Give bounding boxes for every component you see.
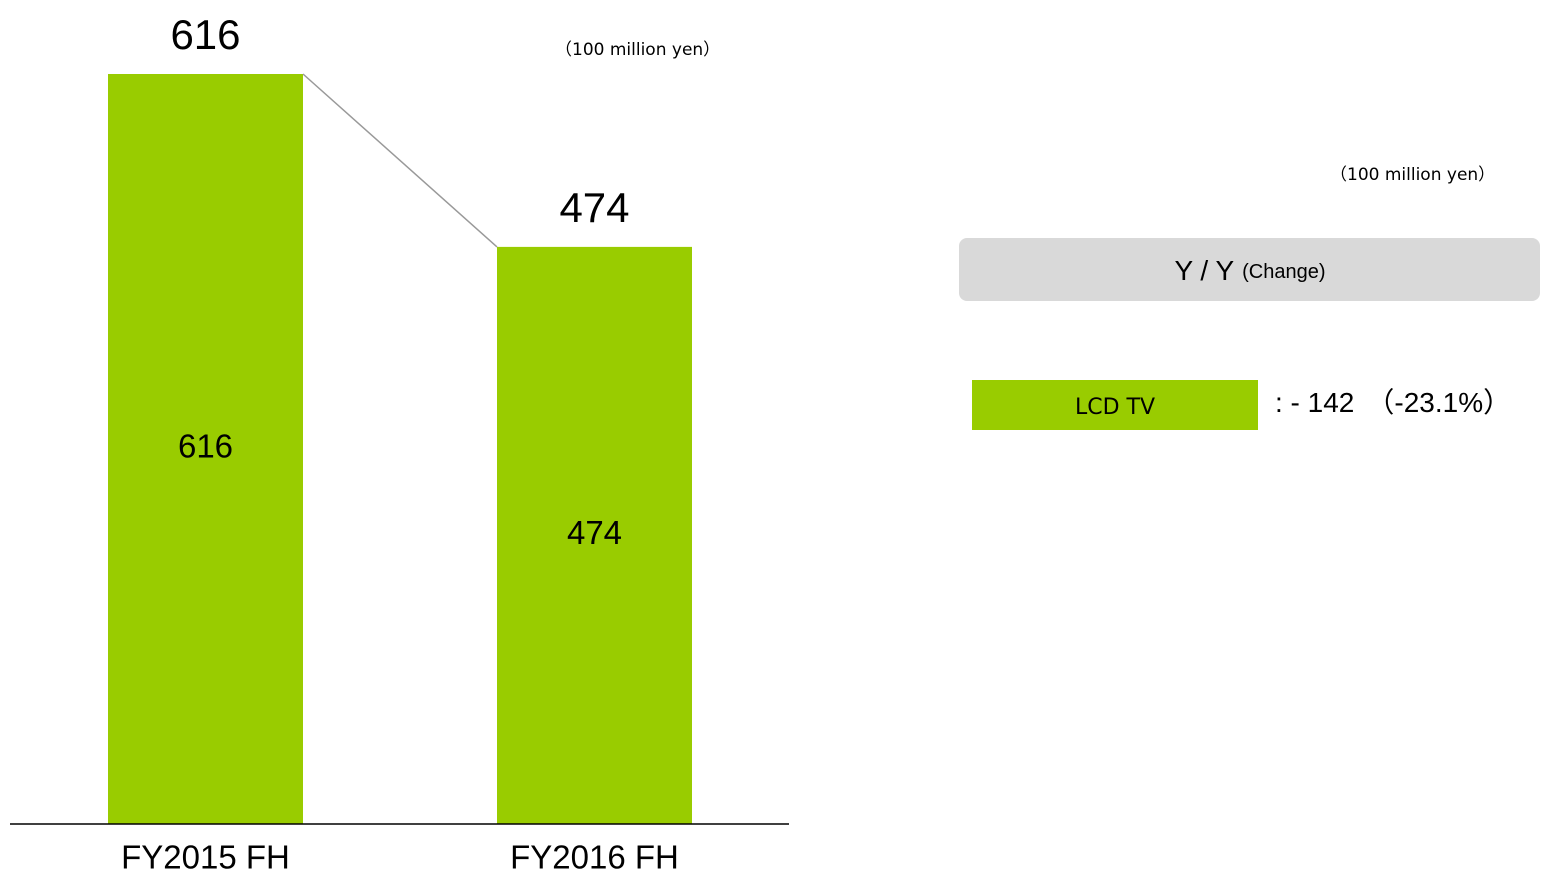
- x-tick-label: FY2015 FH: [121, 839, 290, 876]
- value-label-inside: 616: [178, 428, 233, 465]
- change-percent: （-23.1%）: [1366, 387, 1511, 418]
- header-text: Y / Y: [1174, 255, 1234, 286]
- bar: [497, 246, 692, 824]
- change: : - 142 （-23.1%）: [1275, 387, 1511, 418]
- header-box: [959, 238, 1540, 301]
- x-tick-label: FY2016 FH: [510, 839, 679, 876]
- unit-label: （100 million yen）: [555, 40, 720, 60]
- bar: [108, 74, 303, 824]
- value-label-inside: 474: [567, 514, 622, 551]
- connector-line: [302, 73, 498, 248]
- legend-swatch: [972, 380, 1258, 430]
- change-value: : - 142: [1275, 387, 1354, 418]
- legend-label: LCD TV: [1075, 395, 1155, 420]
- header: Y / Y (Change): [1174, 255, 1325, 286]
- header-note: (Change): [1242, 261, 1325, 283]
- summary-unit: （100 million yen）: [1330, 165, 1495, 185]
- value-label-top: 616: [170, 11, 240, 58]
- value-label-top: 474: [559, 184, 629, 231]
